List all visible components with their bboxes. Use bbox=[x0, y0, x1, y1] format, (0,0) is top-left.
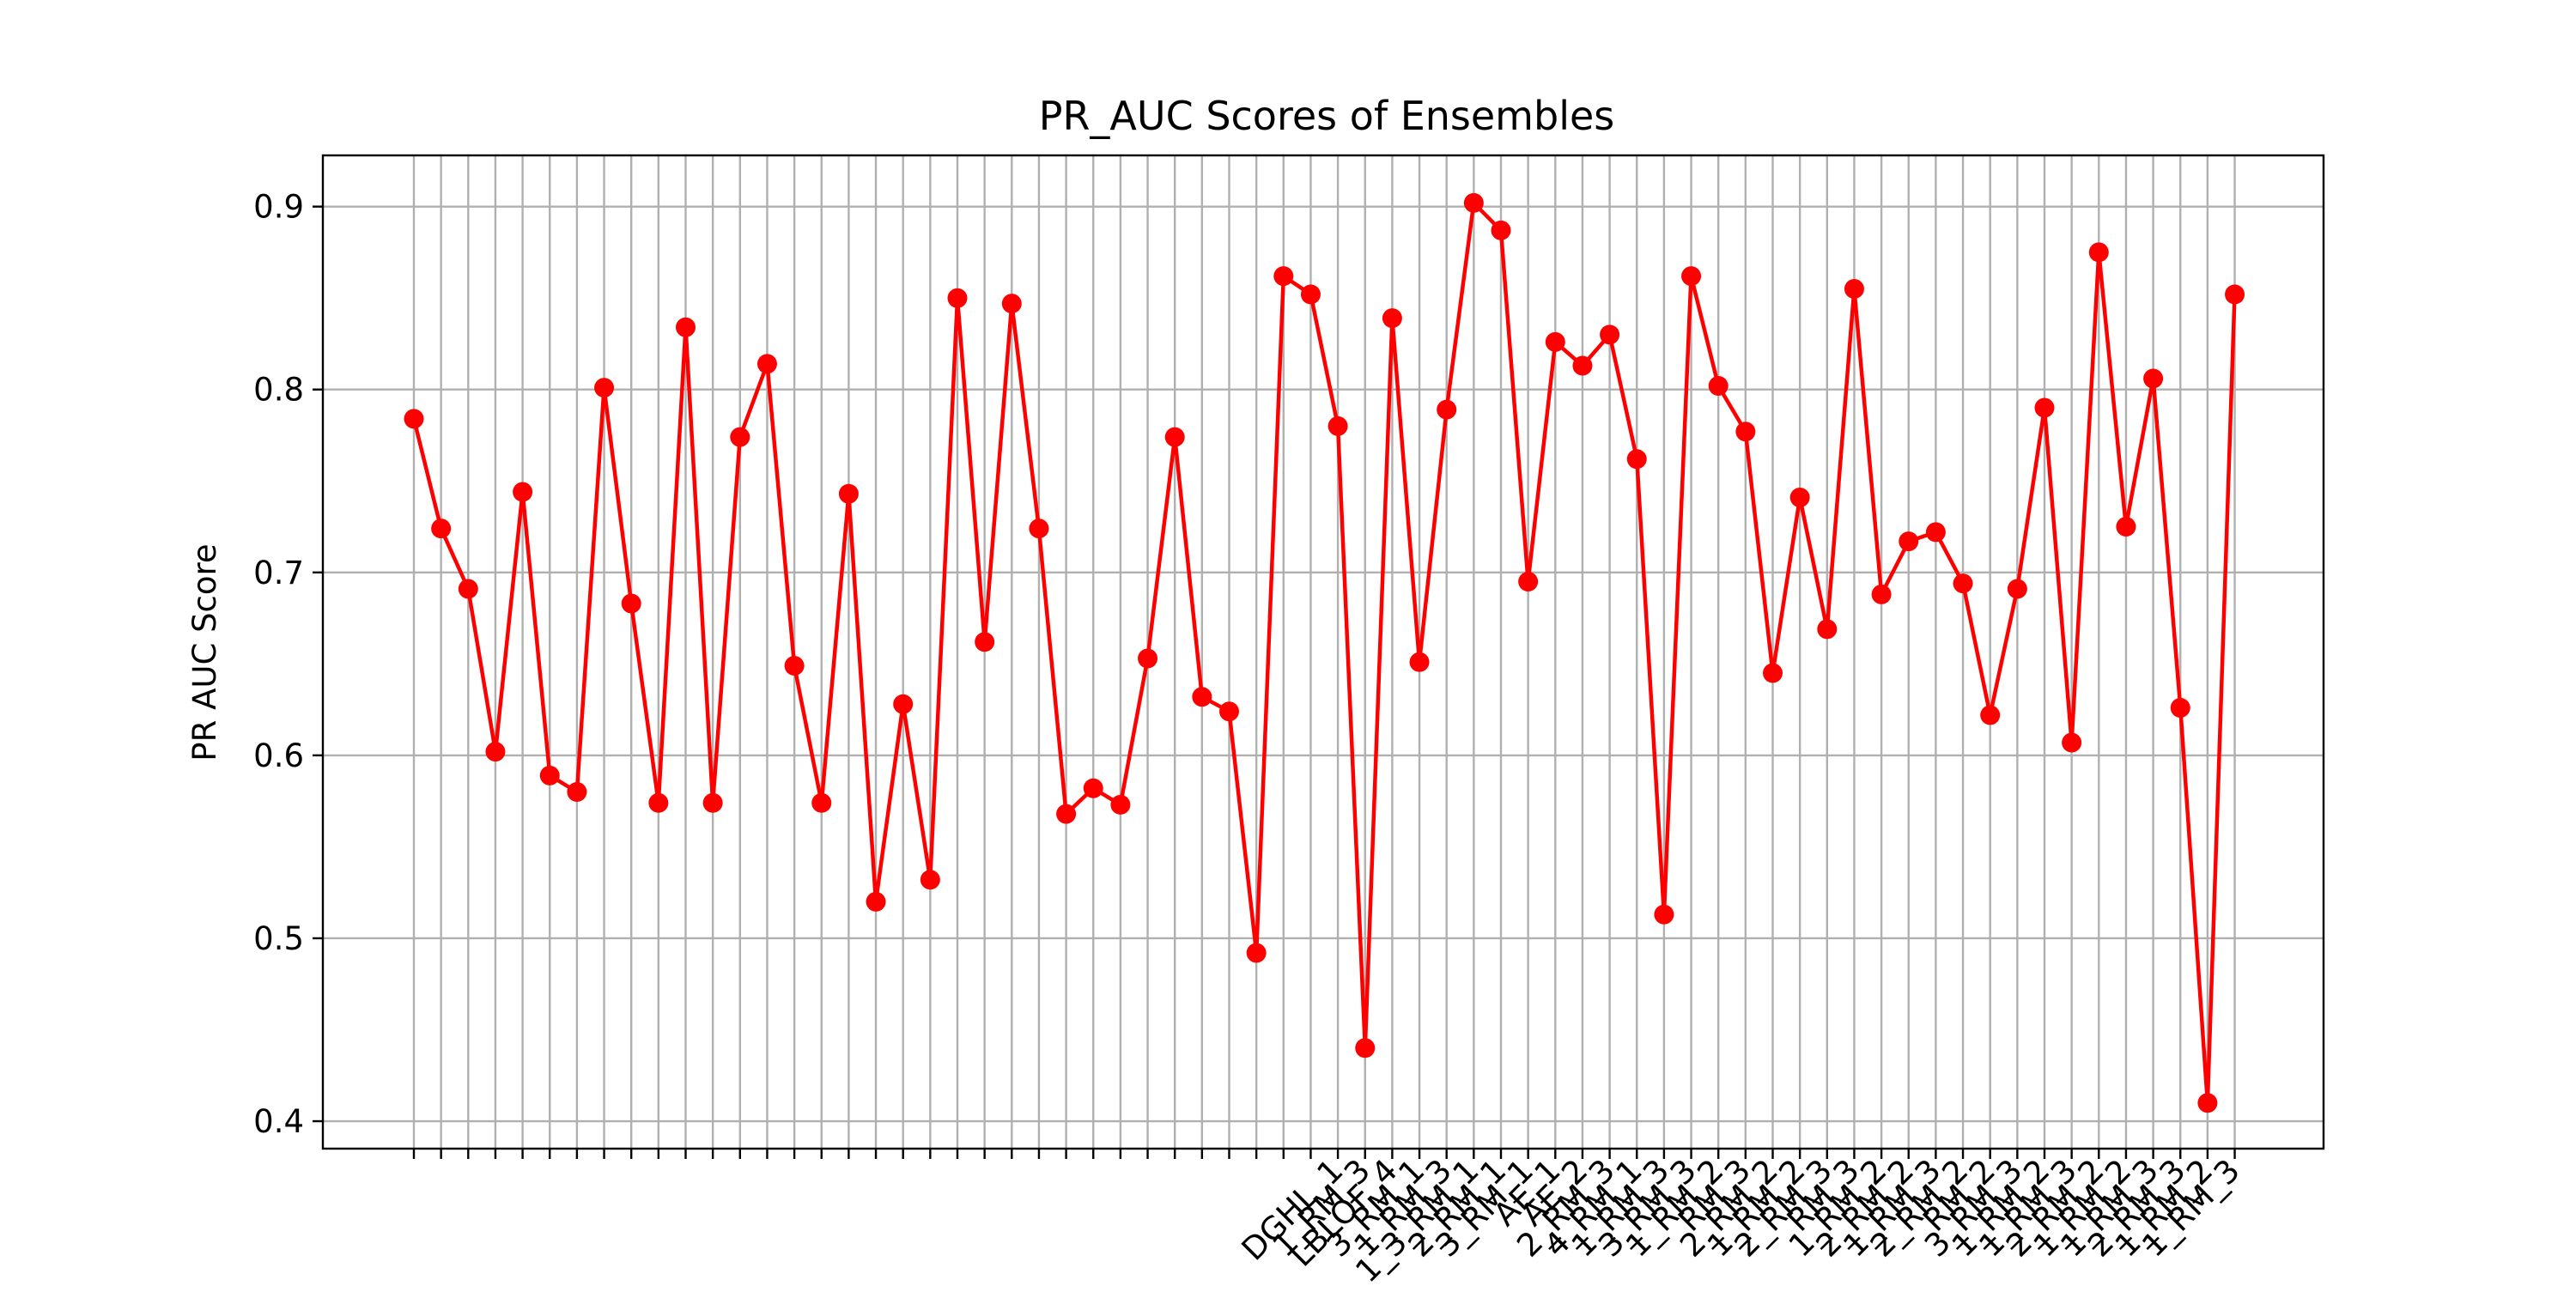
data-point bbox=[1219, 701, 1239, 722]
data-point bbox=[2007, 579, 2027, 599]
data-point bbox=[1572, 355, 1593, 376]
data-point bbox=[730, 427, 750, 447]
data-point bbox=[1437, 399, 1457, 420]
data-point bbox=[702, 792, 723, 813]
data-point bbox=[431, 519, 452, 539]
data-point bbox=[513, 482, 533, 502]
data-point bbox=[2143, 368, 2164, 389]
data-point bbox=[1029, 519, 1049, 539]
data-point bbox=[756, 354, 777, 374]
data-point bbox=[1763, 663, 1783, 683]
data-point bbox=[567, 782, 587, 803]
data-point bbox=[1545, 331, 1565, 352]
y-tick-label: 0.9 bbox=[253, 189, 304, 226]
y-axis-label: PR AUC Score bbox=[186, 543, 223, 761]
data-point bbox=[1735, 422, 1756, 442]
data-point bbox=[2034, 397, 2055, 418]
data-point bbox=[784, 655, 805, 676]
y-tick-label: 0.4 bbox=[253, 1103, 304, 1140]
data-point bbox=[1327, 416, 1348, 436]
x-tick-labels: DGHL_11_RM_3LBLOF_43_RM_11_RM_31_3_RM_12… bbox=[1235, 1152, 2247, 1289]
data-point bbox=[1899, 531, 1919, 552]
data-point bbox=[1110, 794, 1131, 815]
grid bbox=[323, 155, 2324, 1149]
data-point bbox=[1300, 284, 1321, 305]
data-point bbox=[1355, 1038, 1376, 1058]
data-point bbox=[838, 483, 859, 504]
data-point bbox=[947, 288, 968, 308]
data-point bbox=[648, 792, 669, 813]
data-point bbox=[1925, 522, 1946, 543]
data-point bbox=[1789, 487, 1810, 507]
y-tick-label: 0.8 bbox=[253, 372, 304, 409]
data-point bbox=[539, 765, 560, 786]
data-point bbox=[1518, 571, 1539, 591]
data-point bbox=[811, 792, 832, 813]
data-point bbox=[1001, 294, 1022, 314]
data-point bbox=[621, 593, 641, 614]
data-point bbox=[676, 317, 696, 337]
data-point bbox=[1246, 943, 1267, 963]
chart-title: PR_AUC Scores of Ensembles bbox=[1039, 93, 1615, 139]
data-point bbox=[594, 378, 615, 398]
data-point bbox=[893, 694, 914, 714]
y-tick-label: 0.6 bbox=[253, 737, 304, 774]
data-point bbox=[404, 409, 424, 429]
data-point bbox=[1409, 652, 1430, 672]
data-point bbox=[866, 891, 886, 912]
series-line bbox=[411, 201, 2237, 1105]
data-point bbox=[485, 742, 506, 762]
data-point bbox=[458, 579, 478, 599]
data-point bbox=[2116, 517, 2136, 537]
data-point bbox=[1491, 220, 1511, 240]
data-point bbox=[1817, 619, 1838, 640]
data-point bbox=[1844, 279, 1864, 300]
data-point bbox=[920, 870, 940, 890]
data-point bbox=[1273, 266, 1294, 287]
plot-area-frame bbox=[321, 154, 2325, 1150]
data-point bbox=[1192, 687, 1212, 707]
data-point bbox=[1164, 427, 1185, 447]
data-point bbox=[1382, 308, 1402, 329]
data-point bbox=[2225, 284, 2245, 305]
y-axis: 0.4 0.5 0.6 0.7 0.8 0.9 bbox=[253, 189, 323, 1140]
data-point bbox=[1138, 648, 1158, 669]
data-point bbox=[2197, 1093, 2218, 1113]
data-point bbox=[1681, 266, 1702, 287]
data-point bbox=[975, 632, 995, 652]
x-axis bbox=[412, 1149, 2236, 1159]
data-point bbox=[1463, 192, 1484, 213]
data-point bbox=[2088, 242, 2109, 263]
data-point bbox=[1708, 375, 1728, 396]
data-point bbox=[1056, 804, 1077, 824]
data-point bbox=[1654, 904, 1674, 925]
data-point bbox=[2170, 697, 2190, 718]
data-point bbox=[2062, 732, 2082, 753]
data-point bbox=[1871, 584, 1892, 604]
data-point bbox=[1083, 778, 1103, 798]
y-tick-label: 0.7 bbox=[253, 555, 304, 591]
y-tick-label: 0.5 bbox=[253, 920, 304, 957]
data-point bbox=[1600, 325, 1620, 345]
data-point bbox=[1953, 573, 1973, 594]
series-pr-auc bbox=[404, 192, 2245, 1113]
data-point bbox=[1980, 705, 2001, 725]
data-point bbox=[1626, 449, 1647, 470]
